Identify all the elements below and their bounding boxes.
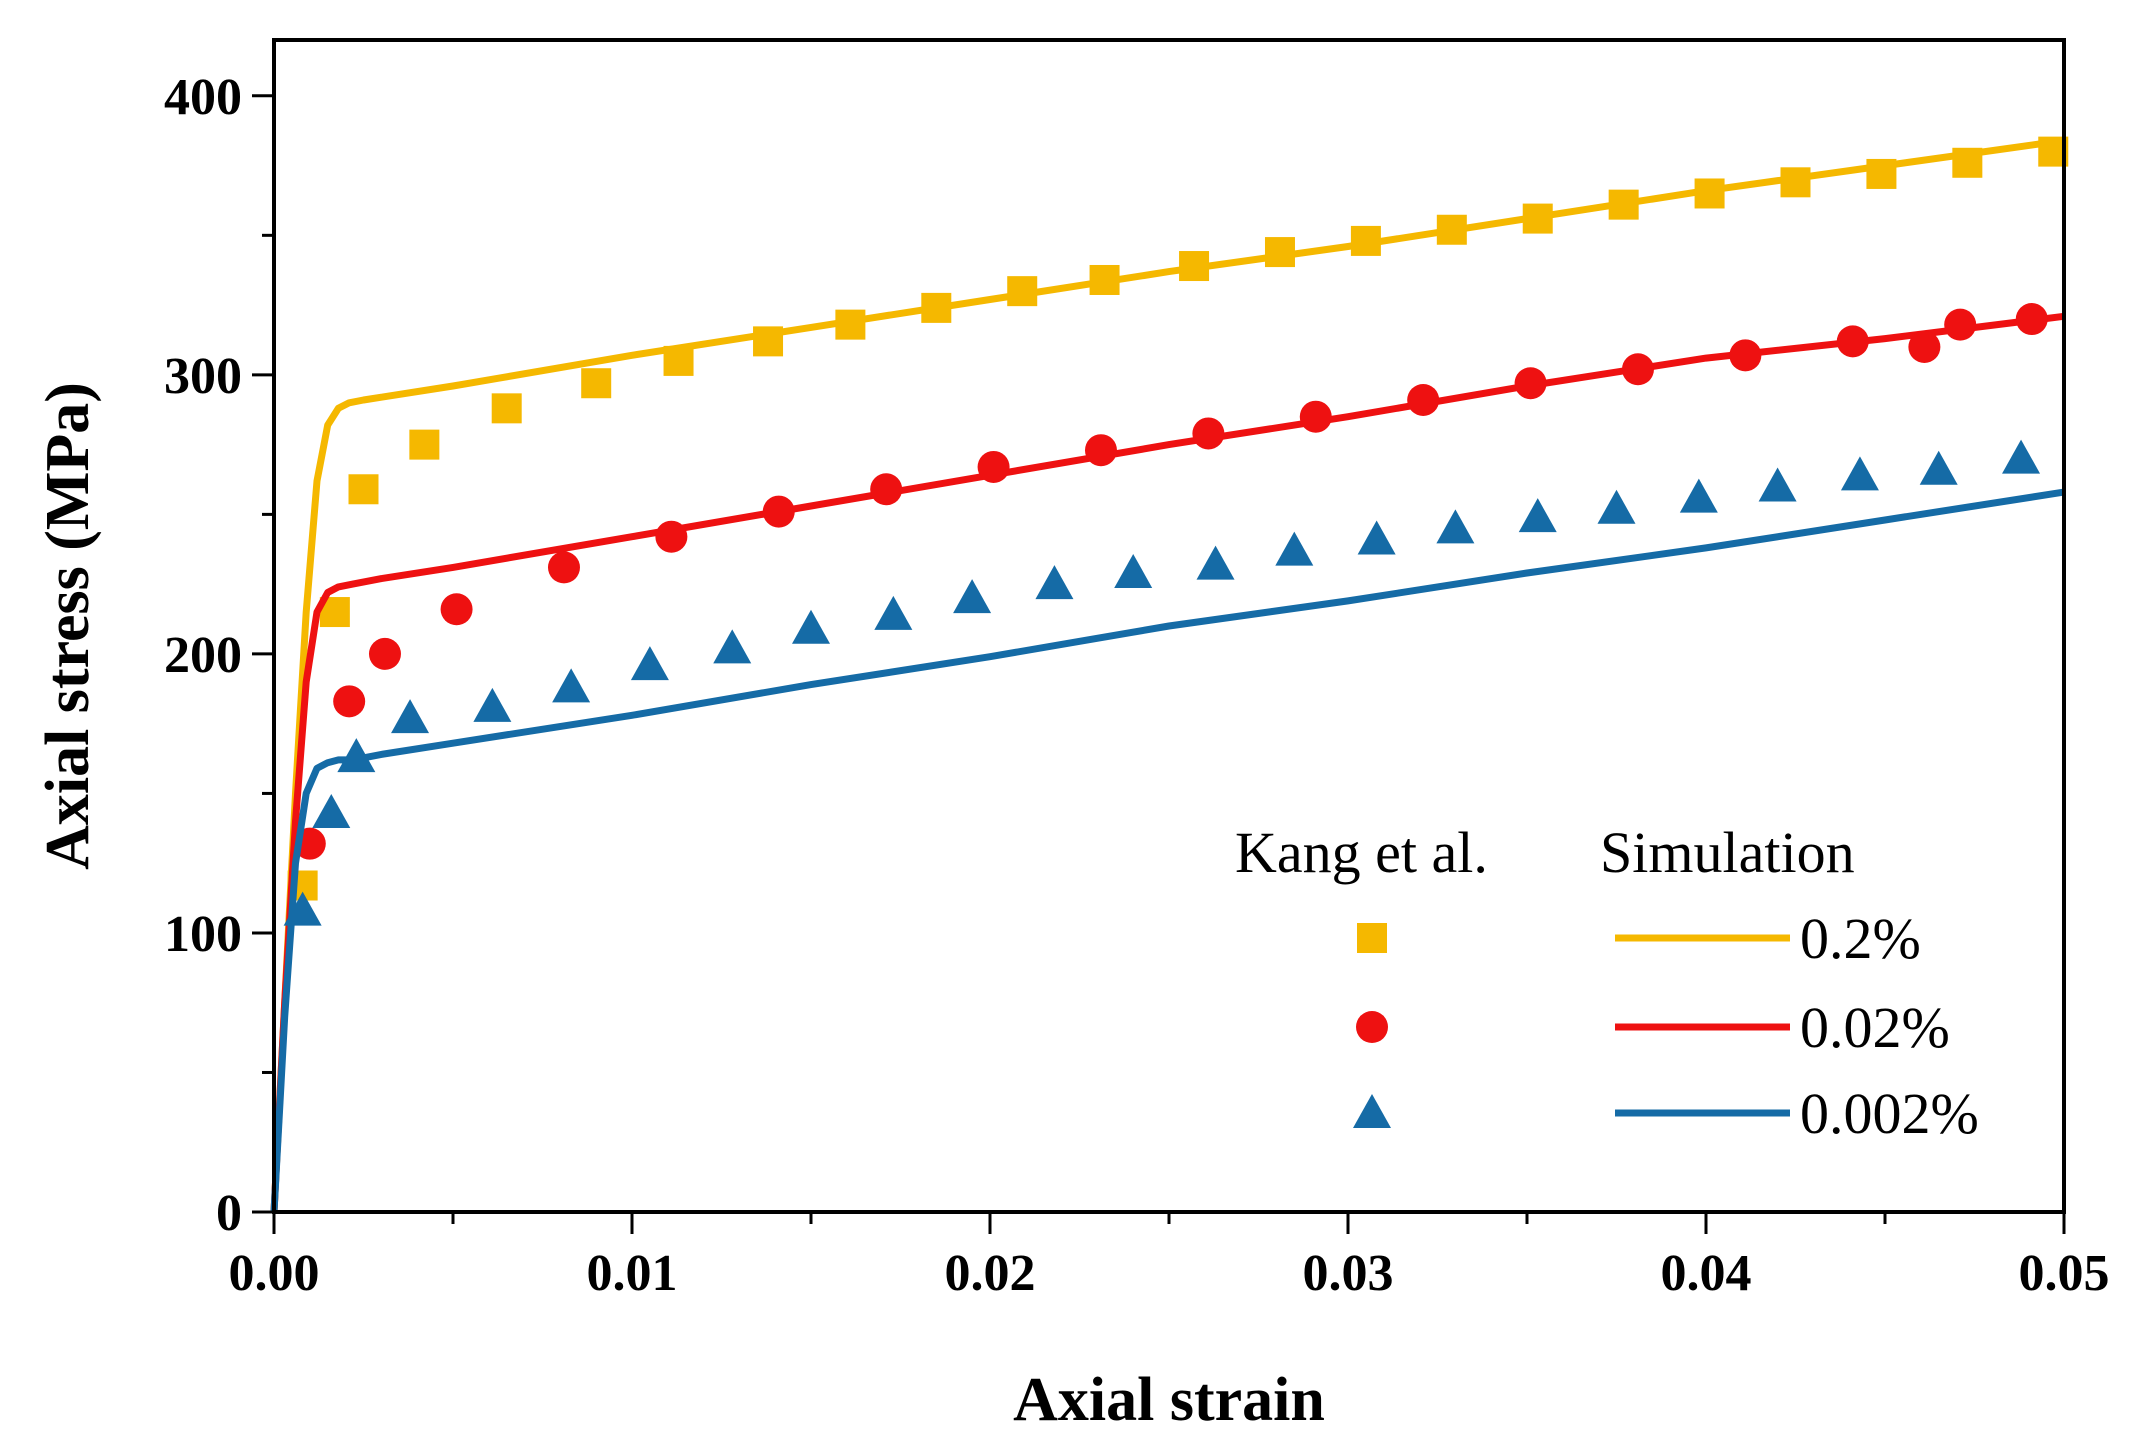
experiment-point	[1780, 167, 1811, 198]
experiment-point	[1522, 203, 1553, 234]
experiment-point	[1357, 520, 1396, 555]
legend-label: 0.02%	[1800, 995, 1950, 1060]
experiment-point	[337, 738, 376, 773]
experiment-point	[440, 593, 473, 626]
experiment-point	[1179, 251, 1210, 282]
experiment-point	[835, 309, 866, 340]
x-tick-label: 0.01	[587, 1245, 678, 1302]
simulation-line	[270, 488, 2065, 1213]
experiment-point	[1114, 553, 1153, 588]
experiment-point	[581, 368, 612, 399]
legend-marker	[1357, 923, 1387, 953]
legend: Kang et al. Simulation 0.2% 0.02% 0.002%	[1235, 820, 1979, 1146]
legend-simulation-header: Simulation	[1600, 820, 1855, 885]
x-tick-label: 0.02	[945, 1245, 1036, 1302]
experiment-point	[1758, 467, 1797, 502]
experiment-point	[1952, 147, 1983, 178]
experiment-point	[491, 393, 522, 424]
experiment-point	[1196, 545, 1235, 580]
experiment-point	[1436, 509, 1475, 544]
experiment-point	[409, 429, 440, 460]
experiment-point	[2015, 303, 2048, 336]
experiment-point	[1299, 400, 1332, 433]
experiment-point	[547, 551, 580, 584]
y-tick-label: 100	[164, 906, 242, 963]
legend-label: 0.002%	[1800, 1081, 1979, 1146]
experiment-point	[1866, 158, 1897, 189]
x-tick-label: 0.00	[229, 1245, 320, 1302]
experiment-point	[1350, 225, 1381, 256]
experiment-point	[753, 326, 784, 357]
experiment-point	[1007, 276, 1038, 307]
experiment-point	[1407, 383, 1440, 416]
axes-layer: 0.00 0.01 0.02 0.03 0.04 0.05 0 100 200 300 400	[164, 69, 2110, 1302]
series-square	[270, 136, 2069, 1213]
experiment-point	[870, 473, 903, 506]
experiment-point	[2002, 439, 2041, 474]
experiment-point	[1908, 330, 1941, 363]
experiment-point	[1192, 417, 1225, 450]
experiment-point	[1944, 308, 1977, 341]
experiment-point	[792, 609, 830, 644]
experiment-point	[1836, 325, 1869, 358]
experiment-point	[874, 595, 913, 630]
experiment-point	[1089, 264, 1120, 295]
y-tick-label: 400	[164, 69, 242, 126]
experiment-point	[473, 687, 512, 722]
x-axis-title: Axial strain	[1013, 1366, 1325, 1434]
x-tick-label: 0.05	[2019, 1245, 2110, 1302]
experiment-point	[368, 637, 401, 670]
experiment-point	[713, 629, 752, 664]
experiment-point	[1518, 498, 1557, 533]
experiment-point	[552, 668, 591, 703]
series-circle	[270, 303, 2065, 1213]
experiment-point	[391, 699, 430, 734]
legend-marker	[1353, 1094, 1391, 1128]
y-axis-title: Axial stress (MPa)	[34, 382, 102, 870]
experiment-point	[1264, 237, 1295, 268]
series-layer	[270, 136, 2069, 1213]
experiment-point	[1679, 478, 1718, 513]
experiment-point	[1275, 531, 1314, 566]
x-tick-label: 0.04	[1661, 1245, 1752, 1302]
experiment-point	[1840, 456, 1879, 491]
experiment-point	[1035, 565, 1074, 600]
experiment-point	[1694, 178, 1725, 209]
simulation-line	[270, 137, 2065, 1213]
experiment-point	[1084, 434, 1117, 467]
legend-entries: 0.2% 0.02% 0.002%	[1353, 906, 1979, 1146]
experiment-point	[348, 474, 379, 505]
x-tick-label: 0.03	[1303, 1245, 1394, 1302]
experiment-point	[630, 646, 669, 681]
legend-marker	[1356, 1011, 1388, 1043]
y-tick-label: 0	[216, 1185, 242, 1242]
experiment-point	[921, 292, 952, 323]
series-triangle	[270, 439, 2065, 1213]
experiment-point	[333, 685, 366, 718]
experiment-point	[283, 891, 322, 926]
experiment-point	[762, 495, 795, 528]
experiment-point	[1608, 189, 1639, 220]
legend-experiment-header: Kang et al.	[1235, 820, 1488, 885]
experiment-point	[663, 345, 694, 376]
experiment-point	[1621, 353, 1654, 386]
y-tick-label: 300	[164, 348, 242, 405]
experiment-point	[1919, 450, 1958, 485]
experiment-point	[1597, 489, 1636, 524]
experiment-point	[1436, 214, 1467, 245]
experiment-point	[953, 579, 992, 614]
experiment-point	[977, 450, 1010, 483]
experiment-point	[655, 520, 688, 553]
experiment-point	[1729, 339, 1762, 372]
legend-label: 0.2%	[1800, 906, 1921, 971]
y-tick-label: 200	[164, 627, 242, 684]
experiment-point	[312, 793, 351, 828]
experiment-point	[1514, 367, 1547, 400]
